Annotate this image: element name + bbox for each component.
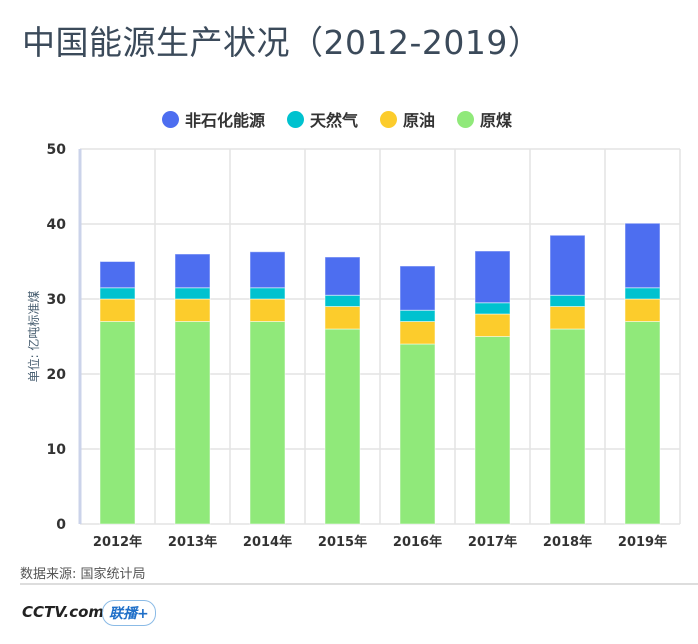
bar-原煤 bbox=[174, 321, 211, 525]
bar-天然气 bbox=[474, 302, 511, 315]
bar-天然气 bbox=[324, 294, 361, 307]
bar-原煤 bbox=[474, 336, 511, 525]
legend-label: 非石化能源 bbox=[185, 111, 266, 130]
legend-label: 天然气 bbox=[310, 111, 359, 130]
bar-原煤 bbox=[549, 328, 586, 525]
x-tick-label: 2018年 bbox=[543, 534, 592, 550]
y-tick-label: 10 bbox=[47, 442, 67, 458]
legend: 非石化能源 天然气 原油 原煤 bbox=[162, 107, 512, 131]
bar-天然气 bbox=[99, 287, 136, 300]
y-tick-label: 40 bbox=[47, 217, 67, 233]
x-tick-label: 2019年 bbox=[618, 534, 667, 550]
bar-天然气 bbox=[399, 309, 436, 322]
bar-原煤 bbox=[99, 321, 136, 525]
legend-marker bbox=[457, 110, 475, 128]
x-tick-label: 2017年 bbox=[468, 534, 517, 550]
legend-label: 原油 bbox=[403, 111, 436, 130]
x-tick-label: 2012年 bbox=[93, 534, 142, 550]
bar-非石化能源 bbox=[174, 253, 211, 289]
x-tick-label: 2013年 bbox=[168, 534, 217, 550]
page-title: 中国能源生产状况（2012-2019） bbox=[22, 23, 542, 62]
legend-item[interactable]: 原煤 bbox=[457, 107, 512, 131]
y-tick-label: 20 bbox=[47, 367, 67, 383]
x-tick-label: 2014年 bbox=[243, 534, 292, 550]
bar-原煤 bbox=[624, 321, 661, 525]
legend-marker bbox=[287, 110, 305, 128]
bar-原油 bbox=[399, 321, 436, 345]
cctv-logo: CCTV.com bbox=[22, 603, 105, 621]
divider bbox=[20, 583, 698, 585]
legend-label: 原煤 bbox=[480, 111, 513, 130]
stacked-bar-chart: 0 10 20 30 40 50 2012年 2013年 2014年 2015年 2016年 2017… bbox=[26, 142, 681, 550]
bar-非石化能源 bbox=[99, 261, 136, 289]
bar-非石化能源 bbox=[474, 250, 511, 304]
bar-非石化能源 bbox=[249, 251, 286, 289]
bar-天然气 bbox=[624, 287, 661, 300]
legend-marker bbox=[162, 110, 179, 128]
bar-天然气 bbox=[249, 287, 286, 300]
legend-marker bbox=[380, 110, 398, 128]
bar-天然气 bbox=[174, 287, 211, 300]
bar-非石化能源 bbox=[324, 256, 361, 296]
bar-天然气 bbox=[549, 294, 586, 307]
bar-原油 bbox=[174, 298, 211, 322]
legend-item[interactable]: 原油 bbox=[380, 107, 435, 131]
source-note: 数据来源: 国家统计局 bbox=[20, 567, 146, 582]
x-tick-label: 2015年 bbox=[318, 534, 367, 550]
bar-原煤 bbox=[399, 343, 436, 525]
bar-非石化能源 bbox=[399, 265, 436, 311]
y-axis-label: 单位: 亿吨标准煤 bbox=[26, 291, 41, 383]
lianbo-logo: 联播+ bbox=[102, 600, 156, 626]
bar-原油 bbox=[474, 313, 511, 337]
y-tick-label: 0 bbox=[56, 517, 66, 533]
y-tick-label: 50 bbox=[47, 142, 67, 158]
bar-原油 bbox=[99, 298, 136, 322]
bar-原油 bbox=[324, 306, 361, 330]
legend-item[interactable]: 天然气 bbox=[287, 107, 358, 131]
y-tick-label: 30 bbox=[47, 292, 67, 308]
bar-非石化能源 bbox=[549, 234, 586, 296]
bar-非石化能源 bbox=[624, 222, 661, 289]
bar-原煤 bbox=[249, 321, 286, 525]
bar-原油 bbox=[249, 298, 286, 322]
bar-原油 bbox=[549, 306, 586, 330]
bar-原油 bbox=[624, 298, 661, 322]
bar-原煤 bbox=[324, 328, 361, 525]
legend-item[interactable]: 非石化能源 bbox=[162, 107, 265, 131]
x-tick-label: 2016年 bbox=[393, 534, 442, 550]
